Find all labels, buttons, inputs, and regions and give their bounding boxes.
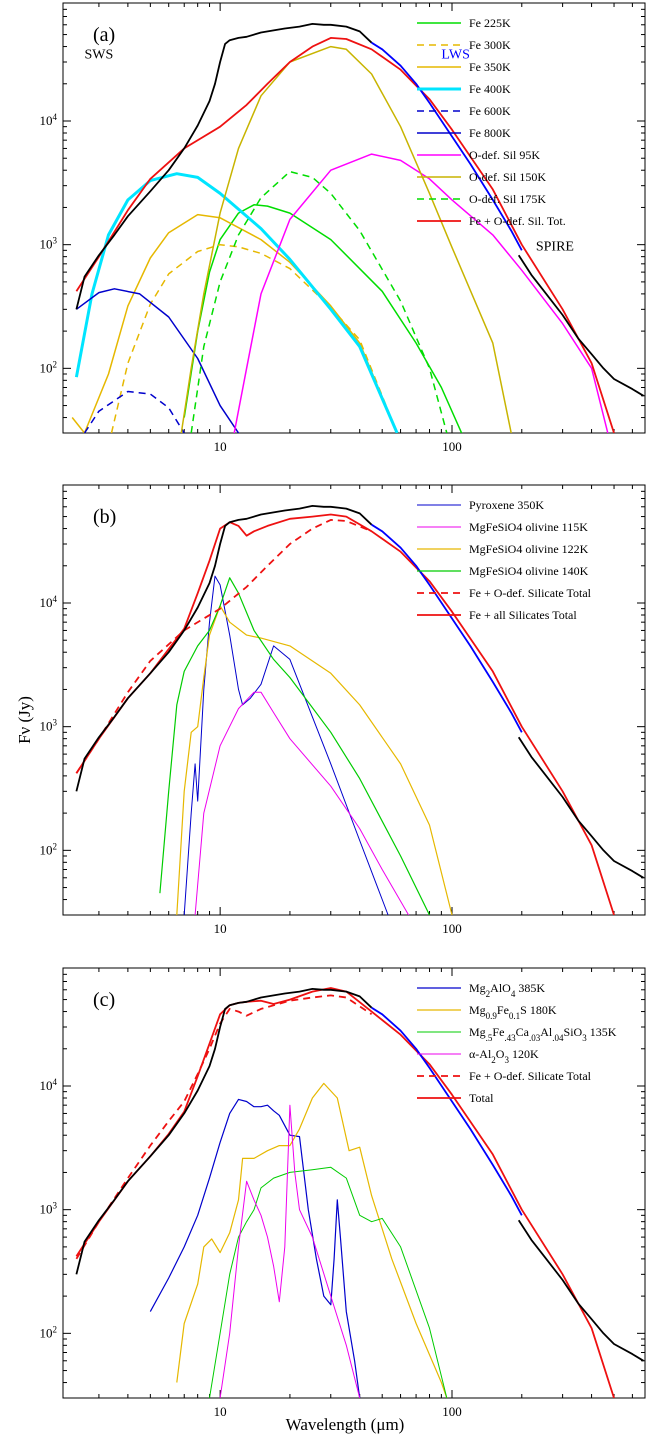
panel-label: (b) [93,506,116,528]
legend-label: Fe 300K [469,38,511,52]
x-axis-title: Wavelength (μm) [286,1415,405,1434]
series-line-8 [190,170,448,433]
series-line-4 [83,390,185,433]
plot-frame [62,2,646,434]
y-tick-label: 104 [40,112,58,128]
legend-label: Mg.5Fe.43Ca.03Al.04SiO3 135K [469,1025,617,1043]
annotation-sws: SWS [85,48,114,63]
legend-label: Fe 350K [469,60,511,74]
legend-label: Fe + all Silicates Total [469,608,577,622]
y-tick-label: 102 [40,841,58,857]
legend-label: Fe + O-def. Silicate Total [469,586,592,600]
legend-label: MgFeSiO4 olivine 122K [469,542,589,556]
panel-label: (a) [93,24,115,46]
observed-spire-line [517,1219,644,1362]
legend-label: Fe 800K [469,126,511,140]
observed-lws-line [371,41,523,251]
legend-label: Pyroxene 350K [469,498,544,512]
axis-ticks [63,2,645,434]
observed-sws-line [75,505,373,792]
series-line-1 [110,243,398,433]
series-line-2 [71,213,398,433]
legend-label: Total [469,1091,494,1105]
series-line-2 [176,605,453,915]
y-tick-label: 103 [40,236,58,252]
panel-label: (c) [93,989,115,1011]
series-line-0 [183,204,463,433]
observed-spire-line [517,254,644,397]
y-tick-label: 102 [40,1324,58,1340]
y-tick-label: 104 [40,1077,58,1093]
x-tick-label: 10 [214,921,227,936]
panel-c: 10 100 102 103 104 (c) Mg2AlO4 385K Mg0.9Fe0.1S… [40,967,646,1419]
legend-label: Fe + O-def. Sil. Tot. [469,214,566,228]
series-line-3 [74,172,399,433]
x-tick-label: 100 [442,921,462,936]
series-line-0 [149,1098,361,1398]
legend-label: Fe + O-def. Silicate Total [469,1069,592,1083]
plot-area [75,987,644,1398]
series-line-1 [176,1082,448,1398]
legend-label: O-def. Sil 175K [469,192,546,206]
series-line-3 [219,1104,361,1398]
panel-a: 10 100 102 103 104 (a) SWS LWS SPIRE Fe 225K Fe 30… [40,2,646,454]
observed-sws-line [75,988,373,1275]
legend-label: α-Al2O3 120K [469,1047,539,1065]
axis-ticks [63,484,645,916]
legend-label: MgFeSiO4 olivine 115K [469,520,588,534]
series-line-1 [194,691,410,915]
observed-spire-line [517,736,644,879]
series-line-4 [75,994,373,1260]
legend-label: Mg0.9Fe0.1S 180K [469,1003,557,1021]
legend-label: Fe 600K [469,104,511,118]
y-tick-label: 102 [40,359,58,375]
series-line-2 [209,1166,448,1398]
series-line-7 [180,45,512,433]
x-tick-label: 100 [442,439,462,454]
series-line-6 [233,153,609,433]
observed-sws-line [75,23,373,310]
legend-label: Mg2AlO4 385K [469,981,545,999]
y-axis-title: Fν (Jy) [15,696,34,744]
panel-b: 10 100 102 103 104 (b) Pyroxene 350K MgFeSiO4 o… [40,484,646,936]
legend-label: O-def. Sil 150K [469,170,546,184]
series-line-0 [183,575,389,915]
x-tick-label: 10 [214,1404,227,1419]
series-line-3 [159,577,431,915]
plot-frame [62,484,646,916]
x-tick-label: 100 [442,1404,462,1419]
legend-label: O-def. Sil 95K [469,148,540,162]
legend-label: Fe 400K [469,82,511,96]
plot-frame [62,967,646,1399]
series-line-5 [75,288,240,433]
observed-lws-line [371,1006,523,1216]
x-tick-label: 10 [214,439,227,454]
axis-ticks [63,967,645,1399]
panels: 10 100 102 103 104 (a) SWS LWS SPIRE Fe 225K Fe 30… [40,2,646,1419]
series-line-4 [75,519,372,774]
y-tick-label: 103 [40,718,58,734]
legend-label: Fe 225K [469,16,511,30]
annotation-lws: LWS [441,48,470,63]
y-tick-label: 103 [40,1201,58,1217]
y-tick-label: 104 [40,594,58,610]
legend: Pyroxene 350K MgFeSiO4 olivine 115K MgFeSi… [417,498,592,622]
annotation-spire: SPIRE [536,239,574,254]
plot-area [75,505,644,915]
legend-label: MgFeSiO4 olivine 140K [469,564,589,578]
series-line-5 [75,513,615,915]
observed-lws-line [371,523,523,733]
legend: Mg2AlO4 385K Mg0.9Fe0.1S 180K Mg.5Fe.43Ca.… [417,981,617,1105]
series-line-9 [75,37,615,433]
plot-area [71,23,644,433]
legend: Fe 225K Fe 300K Fe 350K Fe 400K Fe 600K Fe 80… [417,16,566,228]
